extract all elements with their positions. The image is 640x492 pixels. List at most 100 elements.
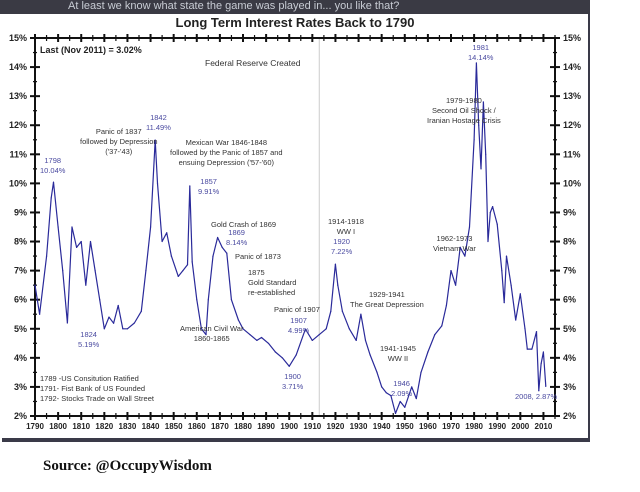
data-point (376, 371, 378, 373)
x-tick-label: 1890 (257, 422, 275, 431)
x-tick-label: 2000 (511, 422, 529, 431)
annotation-oil-shock: 1979-1980 Second Oil Shock / Iranian Hosta… (427, 96, 501, 125)
data-point (355, 339, 357, 341)
data-point (212, 255, 214, 257)
x-tick-label: 1810 (72, 422, 90, 431)
interest-rate-line (34, 62, 547, 414)
y-tick-label-left: 9% (14, 207, 27, 217)
data-point (427, 351, 429, 353)
data-point (295, 354, 297, 356)
y-tick-label-left: 12% (9, 120, 27, 130)
annotation-2008: 2008, 2.87% (515, 392, 558, 401)
data-point (122, 328, 124, 330)
data-point (415, 397, 417, 400)
data-point (145, 270, 147, 272)
data-point (304, 328, 306, 330)
annotation-civil-war: American Civil War 1860-1865 (180, 324, 244, 343)
data-point (482, 101, 484, 103)
data-point (66, 322, 68, 324)
data-point (318, 333, 320, 336)
y-tick-label-right: 10% (563, 178, 581, 188)
y-tick-label-right: 4% (563, 353, 576, 363)
data-point (34, 284, 36, 286)
data-point (311, 339, 313, 341)
x-tick-label: 1920 (327, 422, 345, 431)
y-tick-label-right: 11% (563, 149, 581, 159)
y-tick-label-right: 13% (563, 91, 581, 101)
data-point (267, 342, 270, 344)
data-point (57, 226, 59, 228)
historical-notes: 1789 -US Consitution Ratified 1791- Fist … (40, 374, 154, 403)
y-tick-label-right: 5% (563, 324, 576, 334)
data-point (540, 363, 542, 365)
y-tick-label-left: 5% (14, 324, 27, 334)
data-point (330, 310, 332, 312)
data-point (420, 371, 422, 373)
data-point (39, 313, 41, 315)
y-tick-label-right: 2% (563, 411, 576, 421)
data-point (480, 168, 482, 170)
data-point (196, 299, 198, 301)
data-point (182, 270, 184, 272)
y-tick-label-right: 3% (563, 382, 576, 392)
data-point (161, 240, 163, 243)
data-point (475, 62, 478, 64)
data-point (538, 390, 540, 392)
annotation-gold-crash: Gold Crash of 1869 (211, 220, 277, 229)
data-point (112, 322, 115, 324)
annotation-ww1: 1914-1918 WW I (328, 217, 364, 236)
data-point (249, 333, 251, 336)
data-point (360, 313, 362, 315)
x-tick-label: 1870 (211, 422, 229, 431)
annotation-1824: 1824 5.19% (78, 330, 100, 349)
data-point (505, 255, 508, 257)
x-tick-label: 1960 (419, 422, 437, 431)
data-point (260, 336, 263, 339)
data-point (445, 304, 447, 307)
x-tick-label: 1910 (303, 422, 321, 431)
data-point (200, 328, 202, 330)
data-point (455, 284, 457, 286)
x-tick-label: 1840 (142, 422, 160, 431)
source-credit: Source: @OccupyWisdom (43, 458, 212, 474)
data-point (191, 261, 193, 263)
data-point (126, 328, 129, 330)
last-value-label: Last (Nov 2011) = 3.02% (40, 45, 142, 55)
data-point (117, 304, 119, 307)
y-tick-label-left: 11% (9, 149, 27, 159)
data-point (52, 181, 55, 183)
y-tick-label-left: 7% (14, 266, 27, 276)
y-tick-label-left: 6% (14, 295, 27, 305)
data-point (478, 124, 480, 126)
data-point (399, 400, 401, 403)
data-point (348, 328, 350, 330)
x-tick-label: 1990 (488, 422, 506, 431)
data-point (288, 365, 290, 367)
data-point (519, 293, 521, 295)
data-point (189, 185, 191, 187)
fed-created-label: Federal Reserve Created (205, 58, 301, 68)
data-point (411, 386, 413, 388)
y-tick-label-right: 8% (563, 237, 576, 247)
data-point (166, 232, 168, 234)
data-point (170, 255, 172, 257)
data-point (531, 348, 533, 350)
data-point (434, 333, 436, 336)
annotation-1907: 1907 4.99% (288, 316, 310, 335)
data-point (459, 246, 461, 248)
data-point (62, 270, 64, 272)
data-point (489, 211, 491, 214)
data-point (156, 182, 159, 184)
data-point (496, 223, 498, 225)
data-point (441, 325, 443, 327)
data-point (256, 339, 258, 341)
data-point (205, 333, 207, 336)
data-point (71, 226, 73, 228)
chart-panel (2, 14, 590, 442)
data-point (545, 385, 547, 387)
data-point (281, 357, 283, 359)
y-tick-label-left: 14% (9, 62, 27, 72)
annotation-1869: 1869 8.14% (226, 228, 248, 247)
data-point (510, 284, 512, 286)
annotation-mexican-war: Mexican War 1846-1848 followed by the Pan… (170, 138, 283, 167)
